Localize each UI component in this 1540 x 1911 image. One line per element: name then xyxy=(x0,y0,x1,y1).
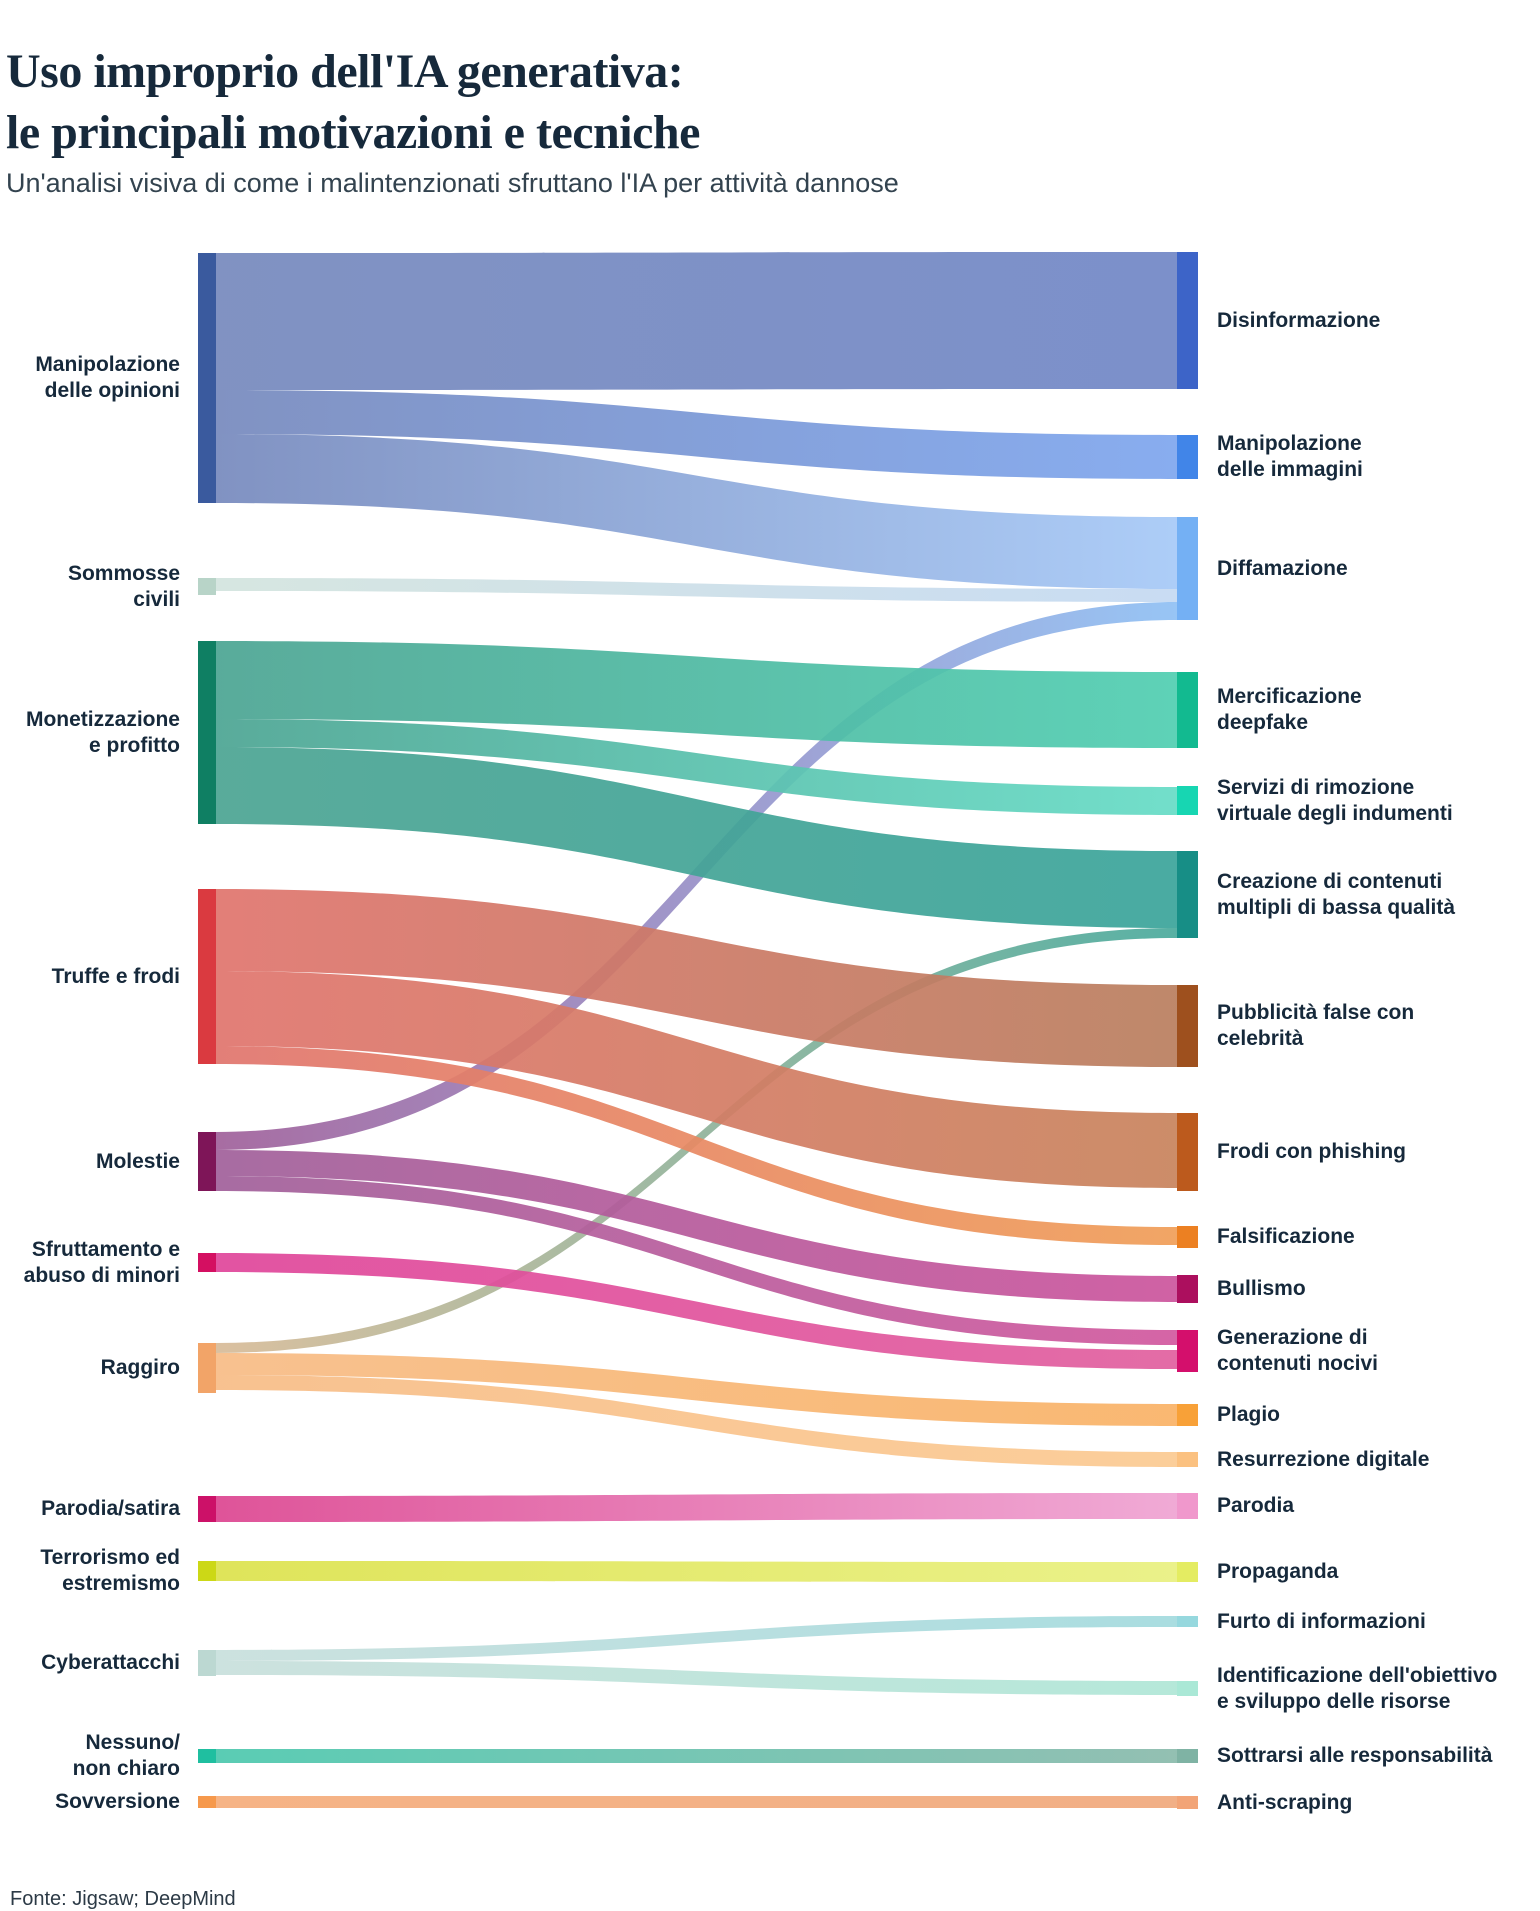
sankey-node-sovversione xyxy=(198,1796,216,1808)
node-label-plagio: Plagio xyxy=(1217,1403,1281,1426)
sankey-link-monetizzazione--mercificazione-deepfake xyxy=(216,641,1177,748)
node-label-molestie: Molestie xyxy=(95,1149,180,1173)
sankey-node-raggiro xyxy=(198,1343,216,1393)
source-attribution: Fonte: Jigsaw; DeepMind xyxy=(10,1888,236,1910)
node-label-anti-scraping: Anti-scraping xyxy=(1217,1790,1353,1814)
sankey-link-molestie--generazione-nocivi xyxy=(216,1176,1177,1345)
sankey-node-manipolazione-immagini xyxy=(1177,435,1198,479)
sankey-node-parodia-satira xyxy=(198,1496,216,1522)
sankey-link-manipolazione-opinioni--diffamazione xyxy=(216,434,1177,589)
sankey-link-truffe-frodi--pubblicita-false xyxy=(216,889,1177,1067)
sankey-node-propaganda xyxy=(1177,1562,1198,1582)
sankey-link-truffe-frodi--frodi-phishing xyxy=(216,971,1177,1188)
node-label-parodia: Parodia xyxy=(1217,1494,1295,1517)
node-label-cyberattacchi: Cyberattacchi xyxy=(41,1651,180,1674)
sankey-node-sottrarsi-responsabilita xyxy=(1177,1749,1198,1763)
sankey-node-sommosse-civili xyxy=(198,578,216,595)
node-label-identificazione-obiettivo: Identificazione dell'obiettivo e svilupp… xyxy=(1217,1663,1498,1713)
sankey-link-manipolazione-opinioni--manipolazione-immagini xyxy=(216,390,1177,479)
sankey-link-raggiro--resurrezione-digitale xyxy=(216,1375,1177,1467)
node-label-disinformazione: Disinformazione xyxy=(1217,308,1381,332)
node-label-resurrezione-digitale: Resurrezione digitale xyxy=(1217,1447,1430,1471)
node-label-creazione-contenuti: Creazione di contenuti multipli di bassa… xyxy=(1217,869,1456,919)
sankey-link-truffe-frodi--falsificazione xyxy=(216,1046,1177,1245)
sankey-link-parodia-satira--parodia xyxy=(216,1493,1177,1522)
sankey-node-servizi-rimozione xyxy=(1177,786,1198,815)
page-title: Uso improprio dell'IA generativa: le pri… xyxy=(6,45,700,159)
sankey-link-terrorismo--propaganda xyxy=(216,1561,1177,1582)
sankey-node-diffamazione xyxy=(1177,517,1198,620)
sankey-node-cyberattacchi xyxy=(198,1650,216,1676)
node-label-furto-informazioni: Furto di informazioni xyxy=(1217,1609,1426,1633)
sankey-node-pubblicita-false xyxy=(1177,985,1198,1067)
page-subtitle: Un'analisi visiva di come i malintenzion… xyxy=(6,168,899,198)
sankey-node-disinformazione xyxy=(1177,252,1198,389)
sankey-node-plagio xyxy=(1177,1404,1198,1426)
sankey-node-nessuno xyxy=(198,1749,216,1763)
sankey-link-raggiro--plagio xyxy=(216,1353,1177,1426)
node-label-frodi-phishing: Frodi con phishing xyxy=(1217,1140,1406,1163)
sankey-link-nessuno--sottrarsi-responsabilita xyxy=(216,1749,1177,1763)
node-label-propaganda: Propaganda xyxy=(1217,1560,1339,1583)
node-label-sottrarsi-responsabilita: Sottrarsi alle responsabilità xyxy=(1217,1744,1493,1767)
node-label-mercificazione-deepfake: Mercificazione deepfake xyxy=(1217,685,1362,734)
sankey-link-monetizzazione--servizi-rimozione xyxy=(216,719,1177,815)
node-label-diffamazione: Diffamazione xyxy=(1217,556,1348,580)
node-label-manipolazione-opinioni: Manipolazione delle opinioni xyxy=(35,353,180,402)
node-label-manipolazione-immagini: Manipolazione delle immagini xyxy=(1217,432,1363,481)
node-label-generazione-nocivi: Generazione di contenuti nocivi xyxy=(1217,1326,1379,1375)
sankey-node-generazione-nocivi xyxy=(1177,1330,1198,1372)
sankey-node-monetizzazione xyxy=(198,641,216,824)
node-label-falsificazione: Falsificazione xyxy=(1217,1225,1355,1248)
sankey-link-cyberattacchi--identificazione-obiettivo xyxy=(216,1661,1177,1695)
sankey-link-sovversione--anti-scraping xyxy=(216,1796,1177,1808)
node-label-terrorismo: Terrorismo ed estremismo xyxy=(40,1546,180,1595)
node-label-sfruttamento-minori: Sfruttamento e abuso di minori xyxy=(23,1237,180,1287)
sankey-node-bullismo xyxy=(1177,1275,1198,1303)
sankey-node-resurrezione-digitale xyxy=(1177,1452,1198,1467)
sankey-node-parodia xyxy=(1177,1493,1198,1519)
sankey-node-furto-informazioni xyxy=(1177,1616,1198,1627)
sankey-node-anti-scraping xyxy=(1177,1796,1198,1809)
sankey-link-manipolazione-opinioni--disinformazione xyxy=(216,252,1177,390)
sankey-link-molestie--bullismo xyxy=(216,1150,1177,1302)
sankey-node-truffe-frodi xyxy=(198,889,216,1064)
sankey-link-cyberattacchi--furto-informazioni xyxy=(216,1616,1177,1661)
sankey-node-mercificazione-deepfake xyxy=(1177,672,1198,748)
node-label-nessuno: Nessuno/ non chiaro xyxy=(72,1731,180,1780)
node-label-sommosse-civili: Sommosse civili xyxy=(67,561,180,611)
node-label-parodia-satira: Parodia/satira xyxy=(41,1497,180,1520)
sankey-link-monetizzazione--creazione-contenuti xyxy=(216,747,1177,928)
node-label-pubblicita-false: Pubblicità false con celebrità xyxy=(1217,1001,1415,1050)
node-label-monetizzazione: Monetizzazione e profitto xyxy=(25,707,180,757)
sankey-link-sfruttamento-minori--generazione-nocivi xyxy=(216,1253,1177,1369)
sankey-node-identificazione-obiettivo xyxy=(1177,1681,1198,1696)
node-label-servizi-rimozione: Servizi di rimozione virtuale degli indu… xyxy=(1217,775,1453,825)
sankey-node-manipolazione-opinioni xyxy=(198,253,216,503)
sankey-node-terrorismo xyxy=(198,1561,216,1581)
node-label-truffe-frodi: Truffe e frodi xyxy=(51,964,180,988)
sankey-node-creazione-contenuti xyxy=(1177,851,1198,938)
sankey-node-falsificazione xyxy=(1177,1226,1198,1248)
node-label-sovversione: Sovversione xyxy=(55,1790,180,1813)
sankey-node-frodi-phishing xyxy=(1177,1113,1198,1191)
sankey-node-sfruttamento-minori xyxy=(198,1253,216,1272)
sankey-link-sommosse-civili--diffamazione xyxy=(216,578,1177,602)
node-label-bullismo: Bullismo xyxy=(1217,1277,1306,1300)
node-label-raggiro: Raggiro xyxy=(100,1356,180,1379)
sankey-node-molestie xyxy=(198,1132,216,1191)
